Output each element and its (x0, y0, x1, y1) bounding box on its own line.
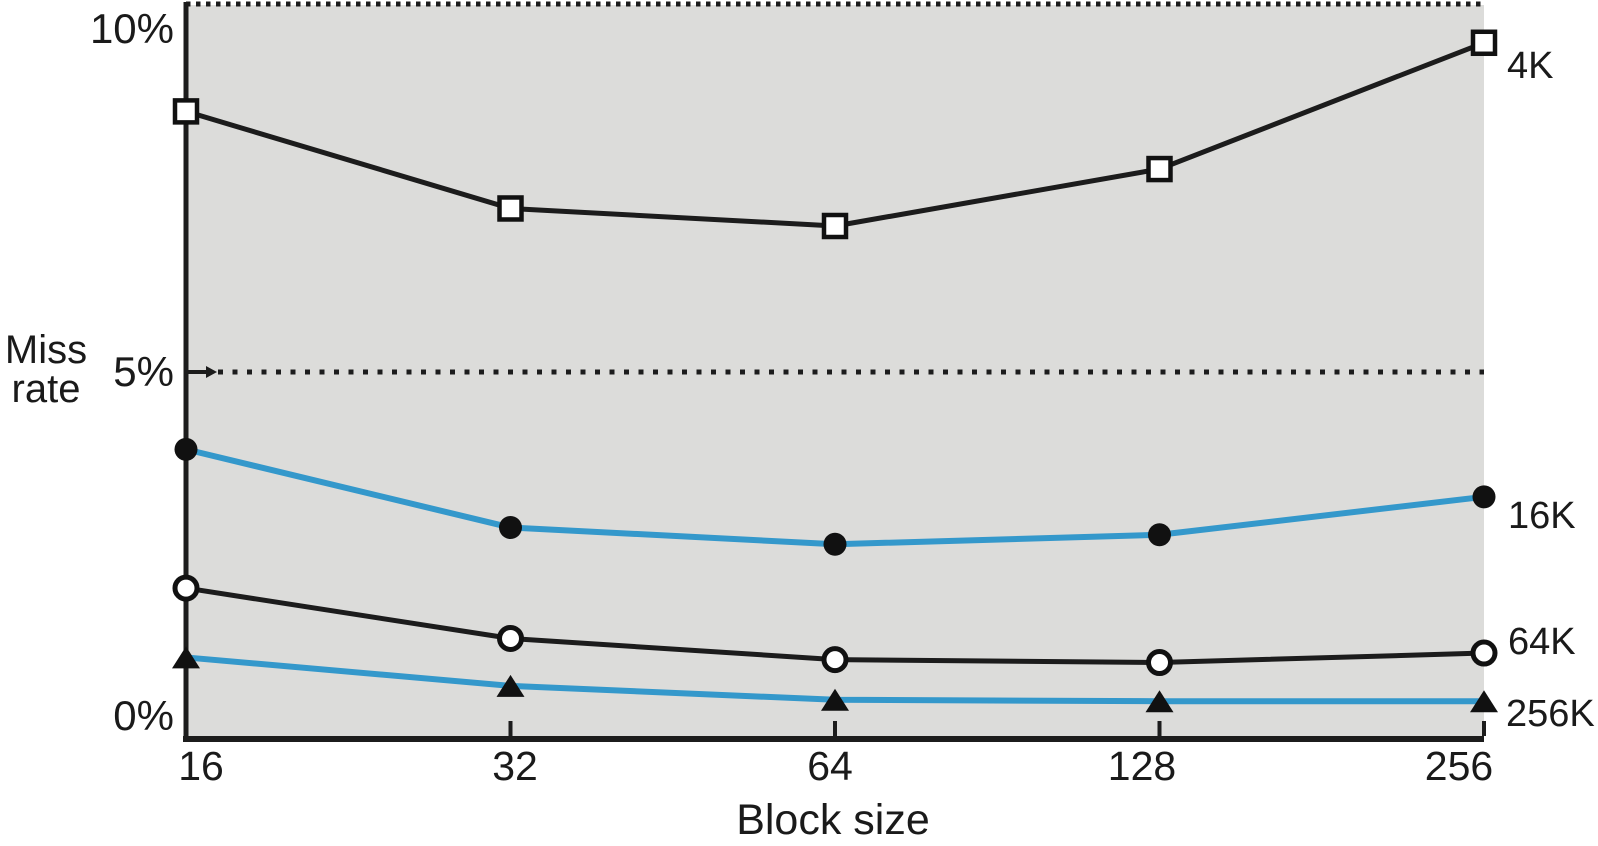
marker-4K-block64 (821, 212, 849, 240)
y-tick-10pct: 10% (89, 5, 174, 52)
y-tick-5pct: 5% (113, 348, 174, 395)
marker-4K-block16 (172, 98, 200, 125)
marker-64K-block32 (497, 624, 524, 652)
marker-4K-block256 (1470, 29, 1498, 57)
x-tick-256: 256 (1424, 743, 1494, 789)
y-axis-title: Miss rate (0, 328, 96, 411)
marker-16K-block16 (174, 437, 198, 461)
marker-16K-block32 (499, 515, 522, 539)
marker-256K-block16 (172, 646, 200, 669)
series-label-4k: 4K (1507, 45, 1554, 87)
marker-256K-block128 (1145, 690, 1174, 713)
marker-16K-block64 (823, 532, 847, 556)
marker-64K-block16 (172, 574, 200, 602)
y-axis-title-line1: Miss (4, 328, 88, 372)
x-axis-title: Block size (736, 796, 930, 844)
marker-256K-block32 (496, 674, 525, 697)
marker-64K-block256 (1470, 639, 1498, 667)
marker-4K-block32 (497, 195, 524, 222)
y-axis-title-line2: rate (11, 367, 81, 411)
marker-256K-block256 (1470, 690, 1498, 713)
marker-16K-block128 (1148, 523, 1171, 547)
x-tick-32: 32 (492, 743, 538, 789)
marker-16K-block256 (1472, 485, 1496, 509)
marker-64K-block128 (1146, 649, 1173, 677)
series-label-64k: 64K (1508, 621, 1576, 663)
y-tick-0pct: 0% (113, 692, 174, 739)
gridline-5pct-arrowhead (206, 366, 217, 378)
series-label-256k: 256K (1506, 693, 1595, 735)
x-tick-128: 128 (1107, 743, 1177, 789)
marker-4K-block128 (1146, 155, 1173, 183)
x-tick-16: 16 (178, 743, 224, 789)
marker-256K-block64 (821, 688, 849, 711)
series-label-16k: 16K (1508, 495, 1576, 537)
marker-64K-block64 (821, 646, 849, 674)
x-tick-64: 64 (807, 743, 853, 789)
